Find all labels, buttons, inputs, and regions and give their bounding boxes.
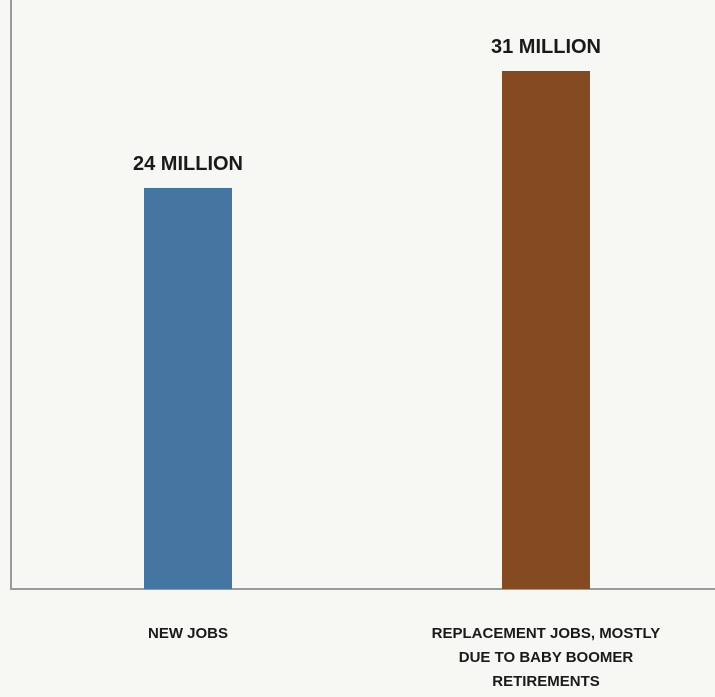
bars-group — [144, 71, 590, 589]
category-label-2-line-1: REPLACEMENT JOBS, MOSTLY — [432, 625, 661, 642]
data-label-2: 31 MILLION — [491, 36, 601, 58]
bar-2 — [502, 71, 590, 589]
category-label-2: REPLACEMENT JOBS, MOSTLY DUE TO BABY BOOM… — [432, 625, 661, 690]
data-label-1: 24 MILLION — [133, 153, 243, 175]
category-label-1-line-1: NEW JOBS — [148, 625, 228, 642]
bar-1 — [144, 187, 232, 589]
category-label-2-line-3: RETIREMENTS — [492, 673, 600, 690]
value-labels-group: 24 MILLION 31 MILLION — [133, 36, 601, 175]
category-label-1: NEW JOBS — [148, 625, 228, 642]
category-label-2-line-2: DUE TO BABY BOOMER — [459, 649, 634, 666]
category-labels-group: NEW JOBS REPLACEMENT JOBS, MOSTLY DUE TO B… — [148, 625, 660, 690]
